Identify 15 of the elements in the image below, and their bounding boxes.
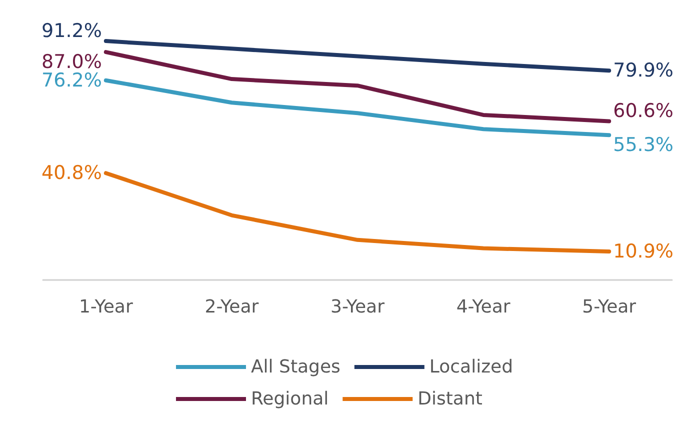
x-tick-label: 5-Year bbox=[582, 296, 637, 318]
legend-label: All Stages bbox=[250, 356, 340, 378]
data-label: 10.9% bbox=[613, 240, 674, 262]
legend-label: Regional bbox=[250, 388, 329, 410]
data-label: 60.6% bbox=[613, 100, 674, 122]
legend-label: Localized bbox=[429, 356, 514, 378]
x-tick-label: 3-Year bbox=[330, 296, 386, 318]
legend-label: Distant bbox=[418, 388, 482, 410]
x-tick-label: 1-Year bbox=[78, 296, 134, 318]
x-tick-label: 4-Year bbox=[456, 296, 511, 318]
x-tick-label: 2-Year bbox=[204, 296, 260, 318]
data-label: 40.8% bbox=[42, 162, 102, 184]
data-label: 91.2% bbox=[42, 20, 102, 42]
data-label: 79.9% bbox=[613, 60, 674, 82]
data-label: 55.3% bbox=[613, 134, 674, 156]
